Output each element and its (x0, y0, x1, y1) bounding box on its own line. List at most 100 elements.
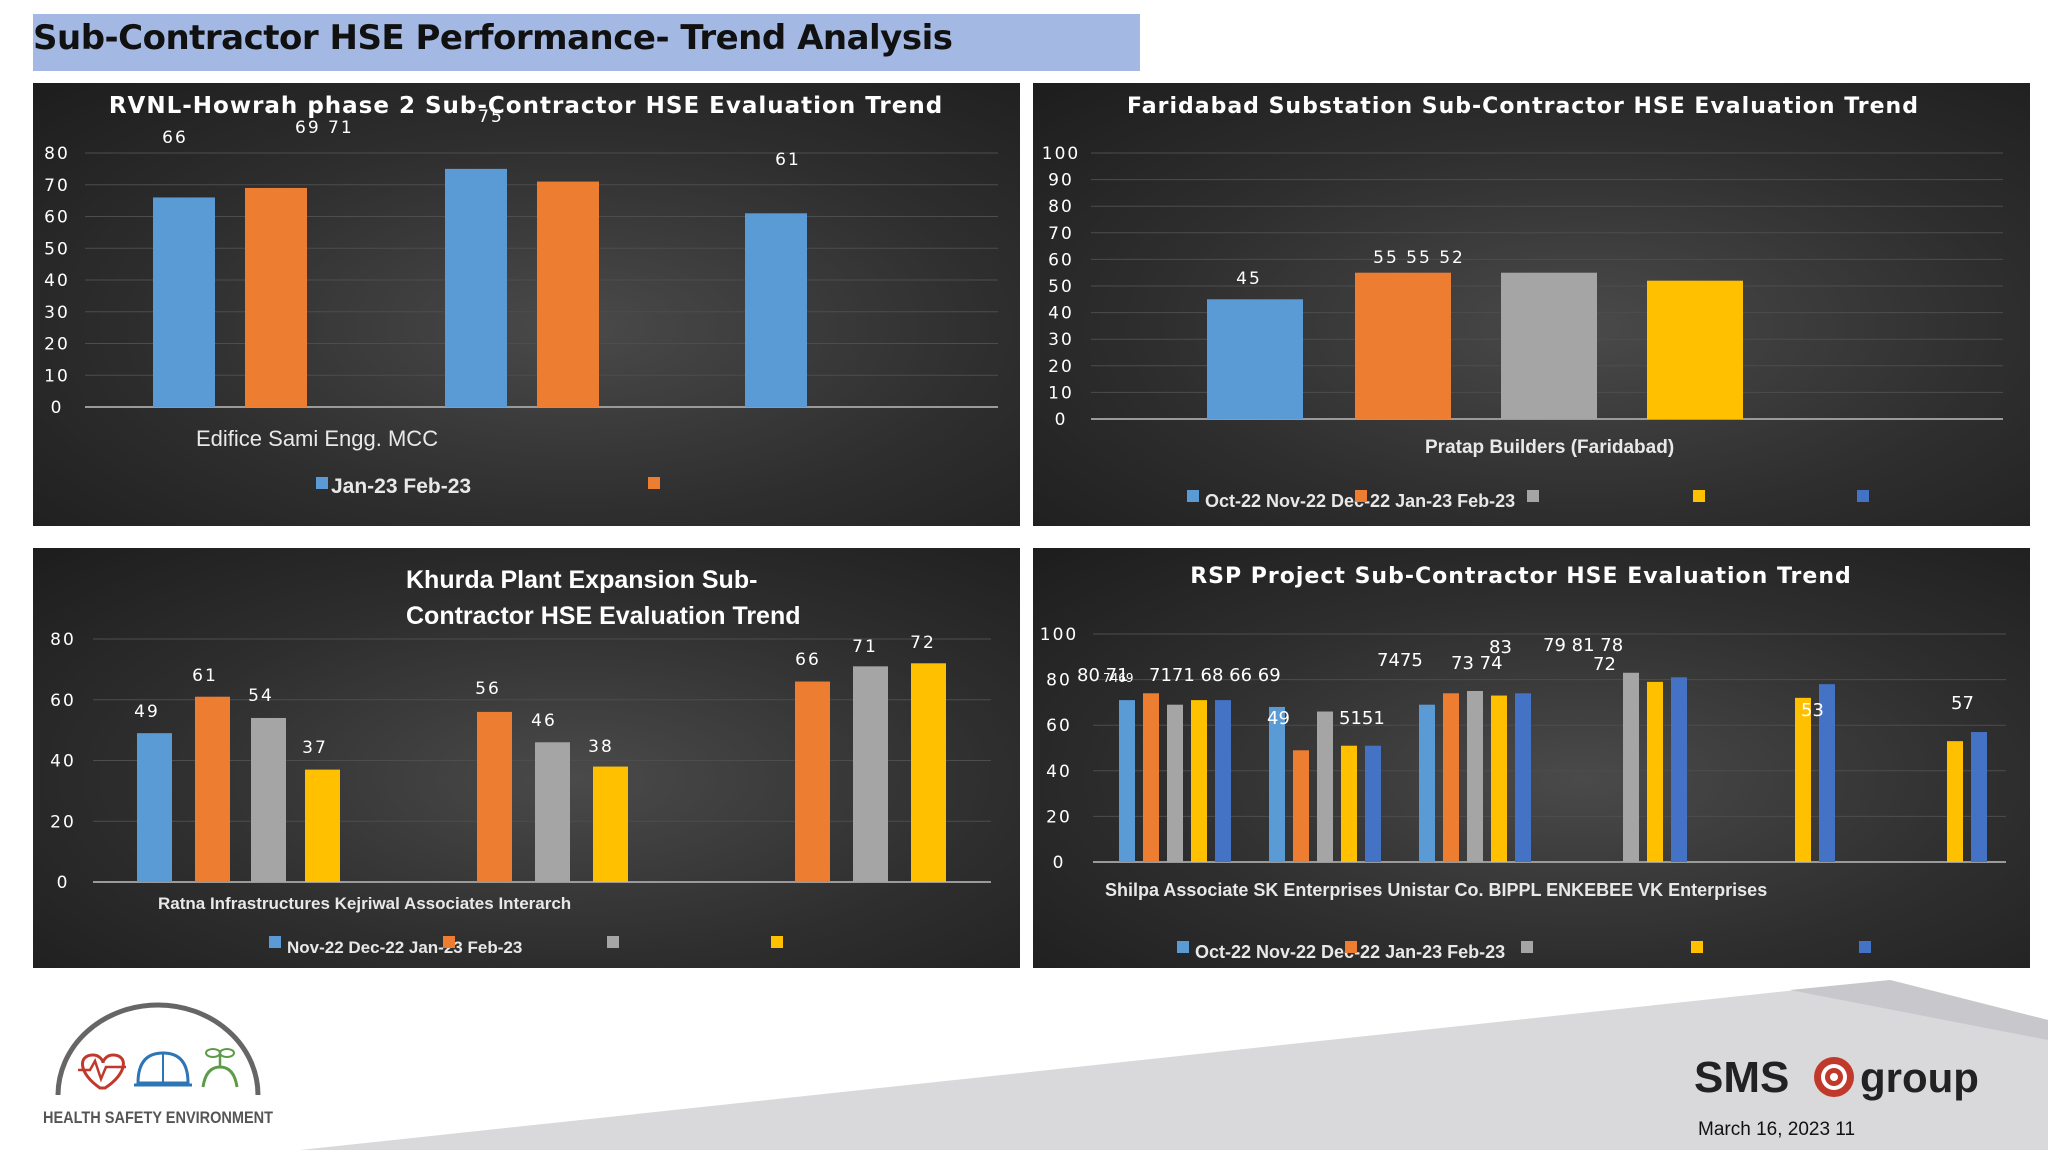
bar (795, 681, 830, 882)
legend-marker (1187, 490, 1199, 502)
brand-spiral-icon (1814, 1057, 1854, 1097)
bar (195, 696, 230, 882)
bar (251, 717, 286, 882)
bar (1443, 693, 1459, 862)
data-label: 55 55 52 (1373, 248, 1465, 268)
chart-title: Khurda Plant Expansion Sub- (406, 566, 757, 594)
bar (1119, 700, 1135, 862)
category-labels: Ratna Infrastructures Kejriwal Associate… (158, 894, 571, 913)
y-tick-label: 90 (1048, 171, 1074, 191)
bar (1623, 672, 1639, 862)
y-tick-label: 60 (1048, 250, 1074, 270)
legend-marker (1857, 490, 1869, 502)
y-tick-label: 0 (1053, 853, 1066, 873)
y-tick-label: 80 (50, 630, 76, 650)
bar (1647, 681, 1663, 862)
y-tick-label: 40 (1048, 304, 1074, 324)
bar (1515, 693, 1531, 862)
data-label: 37 (302, 738, 328, 758)
y-tick-label: 50 (1048, 277, 1074, 297)
y-tick-label: 100 (1042, 144, 1080, 164)
bar (1293, 750, 1309, 862)
y-tick-label: 60 (1046, 716, 1072, 736)
heart-icon (78, 1053, 126, 1090)
y-tick-label: 40 (1046, 762, 1072, 782)
y-tick-label: 20 (44, 335, 70, 355)
legend-marker (1345, 941, 1357, 953)
y-tick-label: 40 (44, 271, 70, 291)
chart-panel-faridabad: Faridabad Substation Sub-Contractor HSE … (1033, 83, 2030, 526)
legend-text: Nov-22 Dec-22 Jan-23 Feb-23 (287, 938, 522, 957)
chart-svg-3: RSP Project Sub-Contractor HSE Evaluatio… (1040, 564, 2006, 962)
bar (1317, 711, 1333, 862)
bar (537, 181, 599, 407)
data-label: 75 (478, 107, 504, 127)
bar (1269, 706, 1285, 862)
bar (1819, 684, 1835, 862)
bar (853, 666, 888, 882)
data-label: 83 (1489, 637, 1512, 658)
data-label: 72 (1593, 654, 1616, 675)
legend-marker (1355, 490, 1367, 502)
bar (137, 733, 172, 882)
data-label: 69 71 (295, 118, 354, 138)
bar (445, 168, 507, 407)
y-tick-label: 20 (1046, 807, 1072, 827)
bar (745, 213, 807, 407)
bar (1971, 732, 1987, 862)
bar (153, 197, 215, 407)
y-tick-label: 0 (51, 398, 64, 418)
bar (1191, 700, 1207, 862)
bar (1167, 704, 1183, 862)
data-label: 54 (248, 686, 274, 706)
bar (1795, 697, 1811, 862)
data-label: 56 (475, 679, 501, 699)
y-tick-label: 80 (44, 144, 70, 164)
y-tick-label: 80 (1046, 671, 1072, 691)
page-title: Sub-Contractor HSE Performance- Trend An… (33, 18, 953, 58)
brand-sms-text: SMS (1694, 1053, 1789, 1102)
footer-date: March 16, 2023 11 (1698, 1119, 1856, 1140)
data-label: 38 (588, 737, 614, 757)
bar (1647, 280, 1743, 419)
y-tick-label: 0 (57, 873, 70, 893)
legend-text: Jan-23 Feb-23 (331, 475, 471, 498)
data-label: 46 (531, 711, 557, 731)
bar (305, 769, 340, 882)
data-label: 49 (1267, 708, 1290, 729)
y-tick-label: 20 (1048, 357, 1074, 377)
data-label: 5151 (1339, 708, 1385, 729)
y-tick-label: 20 (50, 812, 76, 832)
bar (1419, 704, 1435, 862)
bar (535, 742, 570, 882)
legend-marker (443, 936, 455, 948)
bar (1207, 299, 1303, 419)
chart-title: RVNL-Howrah phase 2 Sub-Contractor HSE E… (109, 93, 943, 119)
y-tick-label: 30 (44, 303, 70, 323)
y-tick-label: 10 (1048, 383, 1074, 403)
data-label: 57 (1951, 693, 1974, 714)
hse-logo-text: HEALTH SAFETY ENVIRONMENT (43, 1108, 274, 1127)
data-label: 7475 (1377, 650, 1423, 671)
chart-title: RSP Project Sub-Contractor HSE Evaluatio… (1190, 564, 1852, 589)
bar (1671, 677, 1687, 862)
data-label: 66 (162, 128, 188, 148)
bar (593, 766, 628, 882)
data-label: 66 (795, 650, 821, 670)
bar (1341, 745, 1357, 862)
bar (1501, 272, 1597, 419)
sms-group-logo: SMS group (1694, 1048, 2004, 1113)
title-bar: Sub-Contractor HSE Performance- Trend An… (33, 14, 1140, 71)
legend-marker (1521, 941, 1533, 953)
chart-svg-2: Khurda Plant Expansion Sub- Contractor HS… (50, 566, 991, 957)
legend-marker (771, 936, 783, 948)
legend-marker (1527, 490, 1539, 502)
y-tick-label: 100 (1040, 625, 1078, 645)
y-tick-label: 60 (44, 208, 70, 228)
y-tick-label: 60 (50, 691, 76, 711)
data-label: 72 (910, 633, 936, 653)
chart-panel-rvnl-howrah: RVNL-Howrah phase 2 Sub-Contractor HSE E… (33, 83, 1020, 526)
bar (245, 187, 307, 407)
y-tick-label: 50 (44, 239, 70, 259)
